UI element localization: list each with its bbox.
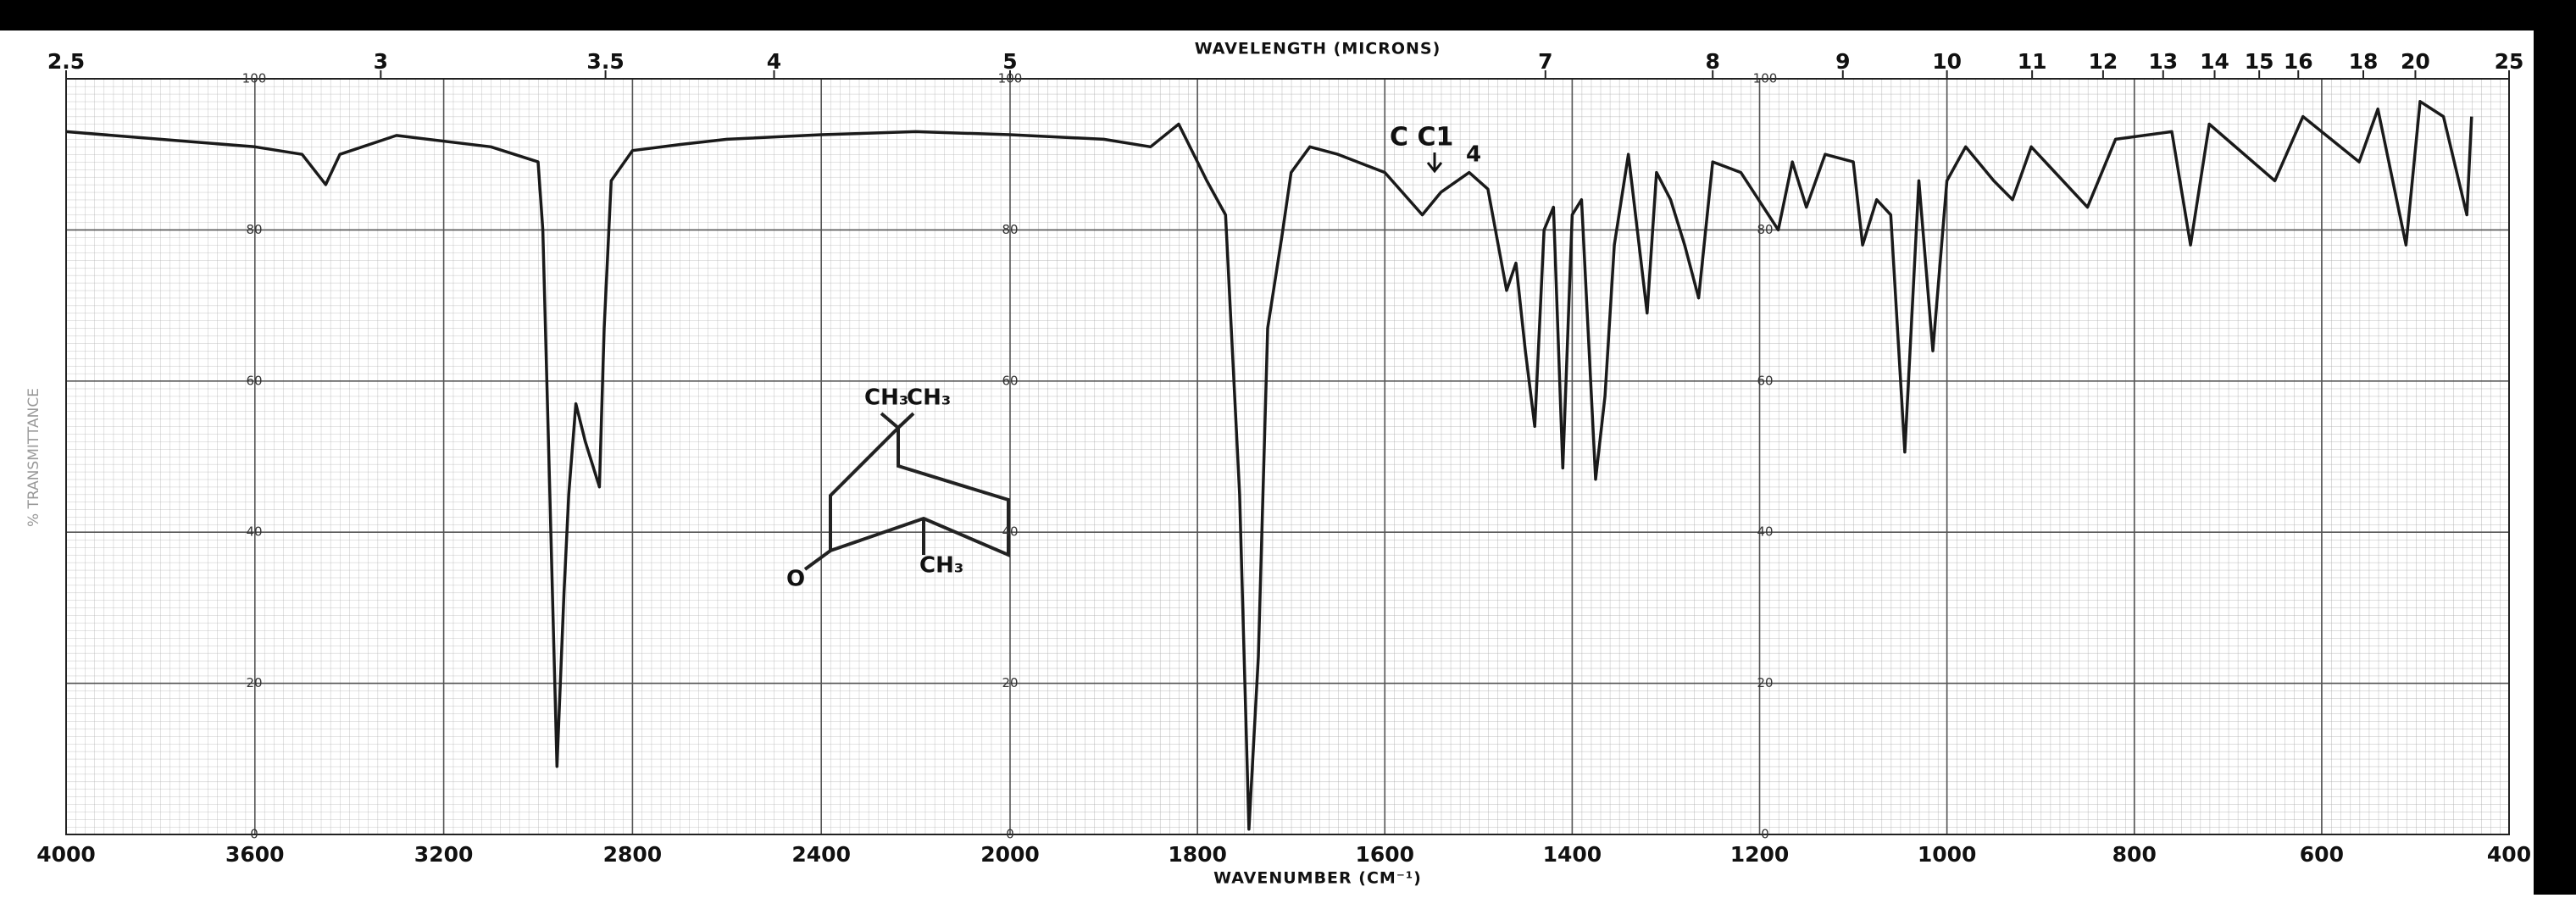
x2-tick-label: 3.5 xyxy=(586,49,624,74)
x2-tick-label: 7 xyxy=(1538,49,1552,74)
y-tick-label: 0 xyxy=(1761,827,1769,842)
x-tick-label: 400 xyxy=(2487,842,2531,867)
right-band xyxy=(2534,0,2576,895)
x-tick-label: 600 xyxy=(2300,842,2344,867)
y-axis-title: % TRANSMITTANCE xyxy=(25,388,42,527)
x2-tick-label: 20 xyxy=(2401,49,2430,74)
structure-label: CH₃ xyxy=(864,385,908,411)
annotation-sub: 4 xyxy=(1466,142,1481,168)
y-tick-label: 20 xyxy=(1757,675,1773,690)
x2-tick-label: 5 xyxy=(1002,49,1017,74)
annotation-arrow xyxy=(1426,152,1443,174)
minor-grid-left xyxy=(66,79,1010,834)
structure-label: CH₃ xyxy=(907,385,951,411)
x2-tick-label: 3 xyxy=(374,49,388,74)
y-tick-label: 80 xyxy=(1757,222,1773,237)
y-tick-label: 0 xyxy=(1006,827,1014,842)
structure-bond xyxy=(803,412,925,571)
x-axis-title: WAVENUMBER (CM⁻¹) xyxy=(1213,869,1422,888)
x2-tick-label: 25 xyxy=(2495,49,2524,74)
x-tick-label: 1600 xyxy=(1355,842,1414,867)
structure-label: CH₃ xyxy=(919,553,963,579)
x2-tick-label: 2.5 xyxy=(47,49,85,74)
x-tick-label: 1400 xyxy=(1543,842,1602,867)
y-tick-label: 20 xyxy=(246,675,262,690)
x-tick-label: 3600 xyxy=(225,842,285,867)
y-tick-label: 80 xyxy=(1002,222,1018,237)
y-tick-label: 20 xyxy=(1002,675,1018,690)
x2-axis-title: WAVELENGTH (MICRONS) xyxy=(1195,40,1441,58)
x2-tick-label: 10 xyxy=(1932,49,1962,74)
x2-tick-label: 8 xyxy=(1706,49,1720,74)
x-tick-label: 800 xyxy=(2112,842,2157,867)
y-tick-label: 60 xyxy=(1757,373,1773,388)
structure-label: O xyxy=(786,567,805,592)
y-tick-label: 60 xyxy=(1002,373,1018,388)
y-tick-label: 60 xyxy=(246,373,262,388)
x-tick-label: 1800 xyxy=(1168,842,1227,867)
x-tick-label: 2800 xyxy=(603,842,663,867)
x2-tick-label: 4 xyxy=(767,49,781,74)
top-band xyxy=(0,0,2576,30)
x-tick-label: 4000 xyxy=(36,842,96,867)
x-tick-label: 2400 xyxy=(791,842,851,867)
structure xyxy=(803,412,1010,571)
y-tick-label: 40 xyxy=(246,524,262,540)
x2-tick-label: 9 xyxy=(1835,49,1850,74)
plot-frame xyxy=(65,78,2510,835)
annotation: C C1 xyxy=(1390,123,1453,152)
y-tick-label: 0 xyxy=(250,827,258,842)
x2-tick-label: 16 xyxy=(2284,49,2313,74)
y-tick-label: 40 xyxy=(1757,524,1773,540)
spectrum-line xyxy=(65,100,2473,831)
structure-bond xyxy=(829,424,1010,558)
x2-tick-label: 12 xyxy=(2088,49,2118,74)
x2-tick-label: 14 xyxy=(2200,49,2229,74)
y-tick-label: 100 xyxy=(1753,71,1778,86)
y-tick-label: 80 xyxy=(246,222,262,237)
x2-tick-label: 13 xyxy=(2148,49,2178,74)
y-tick-label: 100 xyxy=(242,71,267,86)
y-tick-label: 100 xyxy=(998,71,1023,86)
x-tick-label: 1000 xyxy=(1918,842,1977,867)
x-tick-label: 2000 xyxy=(980,842,1040,867)
x-tick-label: 1200 xyxy=(1730,842,1790,867)
x2-tick-label: 15 xyxy=(2245,49,2274,74)
x2-tick-label: 11 xyxy=(2018,49,2047,74)
x2-tick-label: 18 xyxy=(2349,49,2379,74)
y-tick-label: 40 xyxy=(1002,524,1018,540)
x-tick-label: 3200 xyxy=(414,842,474,867)
